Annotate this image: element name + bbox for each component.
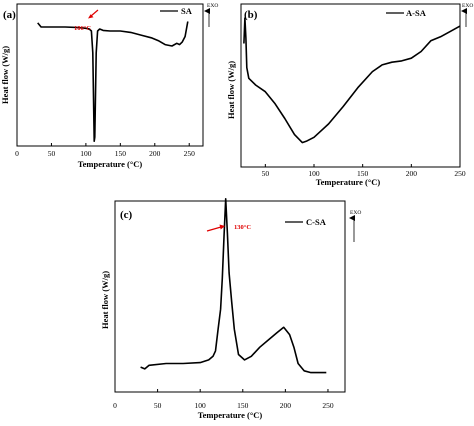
panel-c-label: (c) [120, 209, 133, 221]
panel-c-exo-label: EXO [350, 210, 361, 216]
panel-c-x-tick-label: 50 [154, 401, 162, 410]
panel-c-x-axis-label: Temperature (°C) [198, 410, 263, 420]
panel-c-plot-frame [114, 200, 346, 393]
panel-a-x-tick-label: 200 [149, 149, 161, 158]
panel-a-peak-annotation: 106°C [74, 25, 91, 32]
panel-b-label: (b) [244, 9, 258, 21]
panel-c-y-axis-label: Heat flow (W/g) [100, 271, 110, 329]
panel-a-x-axis-label: Temperature (°C) [78, 159, 143, 169]
panel-c-peak-annotation: 130°C [234, 224, 251, 231]
panel-a-sa-curve [37, 21, 189, 142]
panel-c-x-tick-label: 200 [280, 401, 292, 410]
panel-b-a-sa-curve [243, 17, 461, 144]
panel-a-peak-arrowhead-icon [88, 14, 94, 19]
panel-a-legend-label: SA [181, 6, 193, 16]
panel-c-x-tick-label: 100 [195, 401, 207, 410]
panel-a: 0 50 100 150 200 250 (a) Heat flow (W/g) Temp… [0, 3, 218, 169]
panel-a-y-axis-label: Heat flow (W/g) [0, 46, 10, 104]
panel-b-x-tick-label: 150 [357, 169, 369, 178]
panel-a-peak-arrow-icon [90, 9, 99, 17]
panel-b-plot-frame [240, 3, 461, 168]
panel-a-x-tick-label: 250 [184, 149, 196, 158]
panel-c: 0 50 100 150 200 250 (c) Heat flow (W/g) Temp… [100, 198, 361, 420]
panel-b-x-tick-label: 200 [406, 169, 418, 178]
panel-b: 50 100 150 200 250 (b) Heat flow (W/g) Tempe… [226, 3, 473, 187]
panel-a-label: (a) [3, 9, 16, 21]
panel-c-c-sa-curve [140, 198, 327, 374]
panel-b-x-tick-label: 100 [308, 169, 320, 178]
panel-b-x-ticks: 50 100 150 200 250 [262, 164, 466, 178]
panel-b-legend-label: A-SA [406, 8, 427, 18]
panel-a-plot-frame [16, 3, 204, 147]
panel-a-x-ticks: 0 50 100 150 200 250 [15, 143, 195, 158]
panel-c-x-tick-label: 0 [113, 401, 117, 410]
panel-a-exo-label: EXO [207, 3, 218, 9]
panel-c-x-ticks: 0 50 100 150 200 250 [113, 389, 334, 410]
panel-b-x-axis-label: Temperature (°C) [316, 177, 381, 187]
panel-b-x-tick-label: 50 [262, 169, 270, 178]
panel-a-x-tick-label: 100 [80, 149, 92, 158]
panel-c-x-tick-label: 150 [237, 401, 249, 410]
panel-c-legend-label: C-SA [306, 217, 327, 227]
panel-b-x-tick-label: 250 [454, 169, 466, 178]
panel-a-x-tick-label: 50 [48, 149, 56, 158]
panel-c-peak-arrow-icon [206, 226, 222, 232]
panel-b-y-axis-label: Heat flow (W/g) [226, 61, 236, 119]
panel-a-x-tick-label: 0 [15, 149, 19, 158]
panel-c-peak-arrowhead-icon [219, 224, 225, 230]
panel-c-x-tick-label: 250 [322, 401, 334, 410]
panel-b-exo-label: EXO [462, 3, 473, 9]
panel-a-x-tick-label: 150 [115, 149, 127, 158]
